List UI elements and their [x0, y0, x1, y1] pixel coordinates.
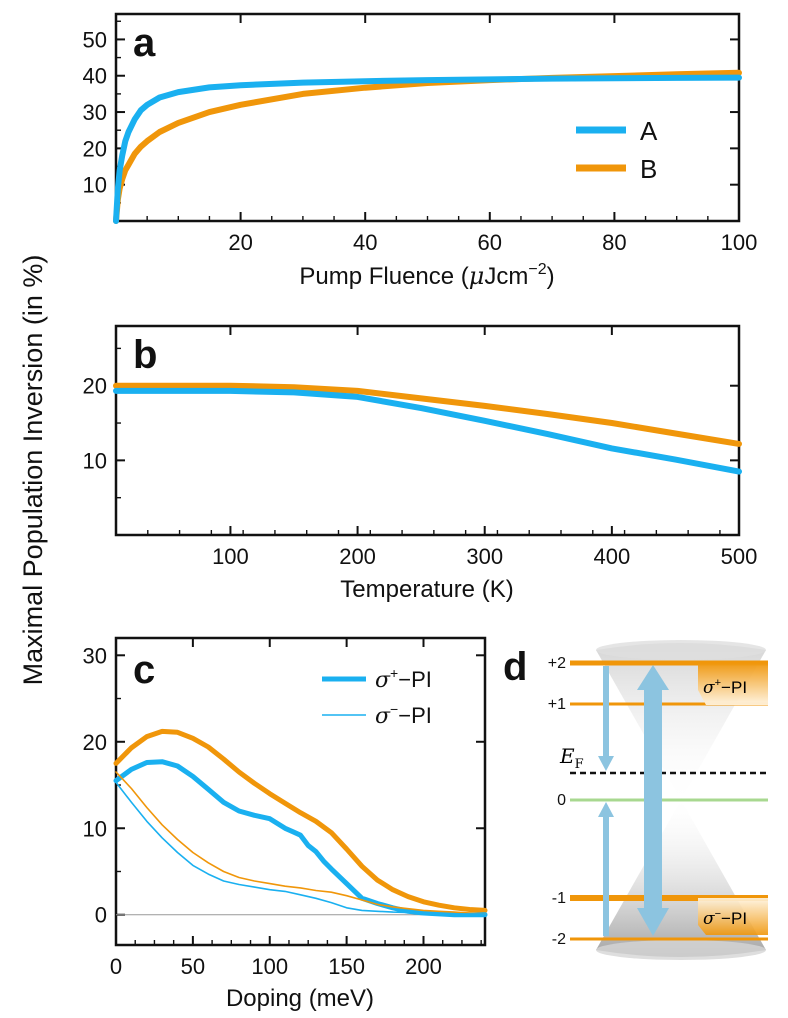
- tag-top-sym: σ: [703, 678, 715, 698]
- shared-y-axis-label: Maximal Population Inversion (in %): [18, 255, 48, 686]
- series-line-a: [113, 387, 742, 475]
- fermi-level-label: EF: [559, 744, 584, 772]
- panel-b-series: [113, 382, 742, 475]
- panel-b-ticks: 100 200 300 400 500 10 20: [83, 326, 758, 569]
- y-tick-label: 10: [83, 816, 107, 841]
- y-tick-label: 10: [83, 173, 107, 198]
- tag-bottom-sym: σ: [703, 909, 715, 929]
- level-label-plus1: +1: [548, 696, 566, 713]
- panel-a-x-label-unit: Jcm: [484, 263, 528, 290]
- panel-b-letter: b: [133, 333, 157, 377]
- series-line-a-thick: [113, 759, 488, 918]
- sigma-minus-tag-bg: [698, 898, 768, 935]
- panel-b-x-label: Temperature (K): [340, 576, 513, 603]
- tag-top-sup: +: [715, 677, 721, 689]
- y-tick-label: 30: [83, 643, 107, 668]
- panel-a-fluence-chart: 20 40 60 80 100 10 20 30 40 50 a A B Pump Fluence…: [83, 12, 758, 290]
- legend-label-sigma-minus: σ−−PI: [375, 701, 432, 729]
- legend-label-a: A: [640, 116, 658, 146]
- panel-d-letter: d: [503, 645, 527, 689]
- tag-top-rest: −PI: [721, 678, 747, 697]
- level-label-minus2: -2: [552, 931, 566, 948]
- x-tick-label: 100: [721, 230, 758, 255]
- series-line-a-thin: [115, 781, 486, 915]
- sigma-minus-tag: σ−−PI: [703, 908, 747, 929]
- panel-a-ticks: 20 40 60 80 100 10 20 30 40 50: [83, 14, 758, 255]
- x-tick-label: 100: [251, 954, 288, 979]
- level-label-plus2: +2: [548, 655, 566, 672]
- series-line-b: [113, 382, 742, 447]
- x-tick-label: 200: [405, 954, 442, 979]
- panel-c-legend: σ+−PI σ−−PI: [322, 665, 432, 729]
- panel-d-dirac-cone-diagram: d σ+−PI σ−−PI +2 +1 0 -1 -2 EF: [503, 640, 768, 960]
- panel-b-frame: [114, 324, 741, 537]
- legend-sigma-plus-sym: σ: [375, 668, 391, 693]
- y-tick-label: 20: [83, 374, 107, 399]
- sigma-plus-tag: σ+−PI: [703, 677, 747, 698]
- y-tick-label: 10: [83, 448, 107, 473]
- series-line-b-thick: [113, 728, 488, 913]
- panel-a-series: [113, 69, 742, 224]
- legend-label-sigma-plus: σ+−PI: [375, 665, 432, 693]
- tag-bottom-rest: −PI: [721, 909, 747, 928]
- series-line-a: [113, 74, 742, 224]
- panel-a-legend: A B: [576, 116, 658, 184]
- y-tick-label: 20: [83, 730, 107, 755]
- panel-c-series: [113, 728, 488, 918]
- panel-c-letter: c: [133, 648, 155, 692]
- legend-sigma-minus-sup: −: [390, 701, 398, 717]
- y-tick-label: 40: [83, 64, 107, 89]
- panel-a-x-label-close: ): [547, 263, 555, 290]
- legend-sigma-minus-sym: σ: [375, 704, 391, 729]
- x-tick-label: 20: [228, 230, 252, 255]
- tag-bottom-sup: −: [715, 908, 721, 920]
- panel-c-frame: [114, 636, 487, 947]
- series-line-b: [113, 69, 742, 224]
- y-tick-label: 20: [83, 136, 107, 161]
- series-line-b-thin: [115, 771, 486, 915]
- x-tick-label: 150: [328, 954, 365, 979]
- panel-c-x-label: Doping (meV): [226, 985, 374, 1012]
- legend-sigma-minus-rest: −PI: [398, 703, 432, 728]
- panel-a-x-label-mu: μ: [469, 262, 485, 290]
- thick-arrow-head-up: [637, 665, 669, 690]
- y-tick-label: 30: [83, 100, 107, 125]
- sigma-plus-tag-bg: [698, 663, 768, 705]
- fermi-label-e: E: [559, 744, 575, 768]
- y-tick-label: 50: [83, 27, 107, 52]
- upper-cone-rim: [596, 640, 766, 660]
- level-label-minus1: -1: [552, 890, 566, 907]
- x-tick-label: 500: [721, 544, 758, 569]
- legend-label-b: B: [640, 154, 657, 184]
- lower-cone-rim: [596, 940, 766, 960]
- panel-a-x-label-main: Pump Fluence (: [299, 263, 468, 290]
- thick-arrow-head-down: [637, 908, 669, 936]
- thin-arrow-upper-head: [598, 756, 614, 771]
- level-label-zero: 0: [557, 792, 566, 809]
- panel-a-letter: a: [133, 21, 156, 65]
- x-tick-label: 300: [466, 544, 503, 569]
- legend-sigma-plus-rest: −PI: [398, 667, 432, 692]
- x-tick-label: 0: [110, 954, 122, 979]
- x-tick-label: 100: [212, 544, 249, 569]
- thick-arrow-shaft: [644, 688, 662, 910]
- x-tick-label: 400: [593, 544, 630, 569]
- thin-arrow-lower-head: [598, 802, 614, 817]
- x-tick-label: 40: [353, 230, 377, 255]
- fermi-label-sub: F: [575, 757, 584, 772]
- legend-sigma-plus-sup: +: [390, 665, 398, 681]
- x-tick-label: 50: [181, 954, 205, 979]
- x-tick-label: 60: [478, 230, 502, 255]
- panel-a-x-label: Pump Fluence (μJcm−2): [299, 261, 554, 290]
- panel-b-temperature-chart: 100 200 300 400 500 10 20 b Temperature (K): [83, 324, 758, 603]
- x-tick-label: 80: [602, 230, 626, 255]
- panel-c-ticks: 0 50 100 150 200 0 10 20 30: [83, 638, 485, 979]
- x-tick-label: 200: [339, 544, 376, 569]
- y-tick-label: 0: [95, 903, 107, 928]
- panel-a-x-label-sup: −2: [528, 261, 546, 278]
